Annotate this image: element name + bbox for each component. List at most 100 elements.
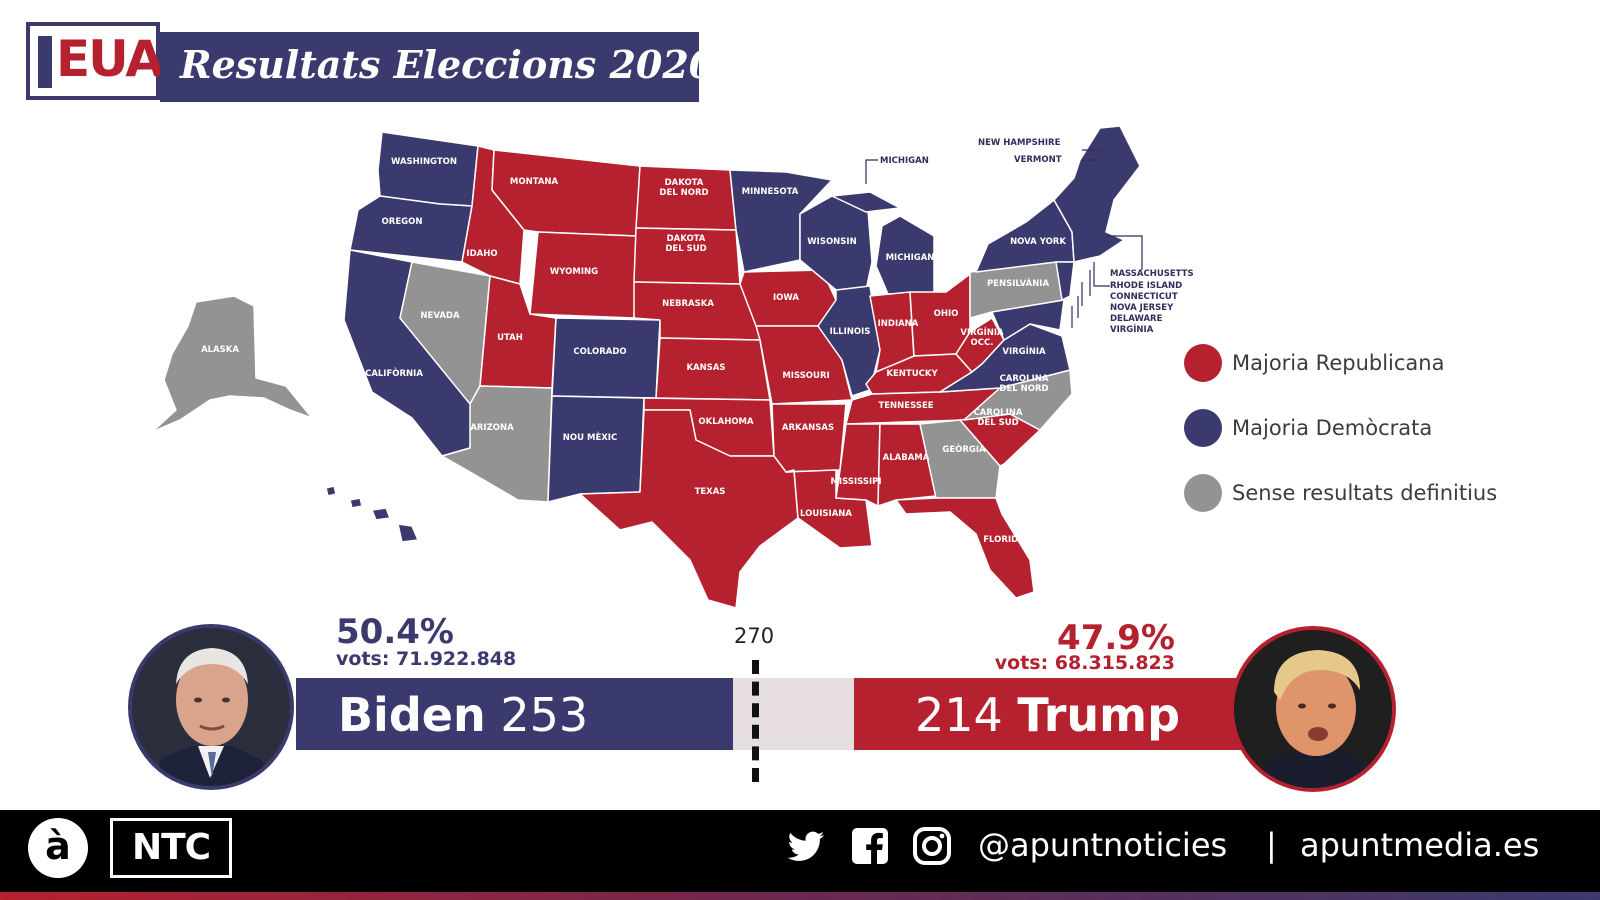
state-maryland (991, 299, 1065, 341)
state-label: CAROLINA DEL SUD (974, 408, 1023, 428)
state-label: IOWA (773, 293, 799, 303)
callout-virginia: VIRGÍNIA (1110, 323, 1154, 335)
state-colorado (551, 317, 661, 399)
state-alabama (877, 423, 937, 507)
state-label: MISSISSIPI (830, 477, 881, 487)
state-label: ILLINOIS (830, 327, 871, 337)
electoral-bar-democrat (296, 678, 733, 750)
electoral-bar-republican (854, 678, 1296, 750)
state-label: ARKANSAS (782, 423, 834, 433)
state-label: NEBRASKA (662, 299, 714, 309)
eua-logo: EUA (26, 22, 164, 100)
state-new-england (1053, 125, 1141, 263)
state-label: CALIFÒRNIA (365, 367, 423, 379)
state-label: MICHIGAN (886, 253, 935, 263)
state-alaska (151, 295, 313, 433)
state-washington (377, 131, 479, 207)
state-label: ALASKA (201, 345, 239, 355)
state-new-jersey (1055, 261, 1075, 301)
state-label: IDAHO (466, 249, 497, 259)
header: EUA Resultats Eleccions 2020 (26, 22, 715, 104)
legend-dot-republican (1184, 344, 1222, 382)
legend-label-democrat: Majoria Demòcrata (1232, 416, 1433, 440)
legend-dot-democrat (1184, 409, 1222, 447)
state-label: GEÒRGIA (942, 443, 986, 455)
state-label: KANSAS (686, 363, 725, 373)
biden-portrait-icon (132, 628, 290, 786)
social-handle[interactable]: @apuntnoticies (978, 826, 1228, 864)
facebook-icon[interactable] (850, 826, 890, 866)
instagram-icon[interactable] (912, 826, 952, 866)
state-label: INDIANA (878, 319, 919, 329)
state-virginia (939, 323, 1071, 393)
state-label: ALABAMA (883, 453, 930, 463)
trump-photo (1230, 626, 1396, 792)
state-new-mexico (547, 395, 645, 503)
legend-label-republican: Majoria Republicana (1232, 351, 1445, 375)
threshold-line (752, 660, 759, 782)
republican-name: Trump (1017, 688, 1180, 742)
title-band: Resultats Eleccions 2020 (160, 32, 715, 102)
democrat-votes: vots: 71.922.848 (336, 648, 517, 670)
state-label: TENNESSEE (878, 401, 933, 411)
callout-vermont: VERMONT (1014, 155, 1062, 165)
threshold-label: 270 (734, 624, 775, 648)
state-label: MONTANA (510, 177, 559, 187)
state-label: PENSILVÀNIA (987, 277, 1050, 289)
state-label: FLORIDA (983, 535, 1025, 545)
state-hawaii (325, 485, 419, 543)
state-label: NEVADA (420, 311, 460, 321)
state-label: ARIZONA (470, 423, 514, 433)
callout-massachusetts: MASSACHUSETTS (1110, 269, 1194, 279)
legend-label-undecided: Sense resultats definitius (1232, 481, 1498, 505)
apunt-logo: à (28, 818, 88, 878)
stars-icon (38, 36, 52, 88)
state-label: NOU MÈXIC (563, 431, 617, 443)
state-label: DAKOTA DEL NORD (659, 178, 708, 198)
callout-rhode-island: RHODE ISLAND (1110, 281, 1182, 291)
republican-label: 214 Trump (915, 688, 1180, 742)
footer-stripe (0, 892, 1600, 900)
state-florida (895, 497, 1035, 599)
biden-photo (128, 624, 294, 790)
apunt-logo-text: à (45, 824, 71, 868)
logo-text: EUA (56, 30, 164, 88)
republican-votes: vots: 68.315.823 (994, 652, 1175, 674)
state-label: MINNESOTA (742, 187, 799, 197)
state-label: OHIO (934, 309, 959, 319)
state-label: OKLAHOMA (698, 417, 754, 427)
state-arkansas (771, 403, 847, 473)
democrat-percent: 50.4% (336, 612, 454, 652)
ntc-badge: NTC (110, 818, 232, 878)
state-label: KENTUCKY (886, 369, 938, 379)
callout-connecticut: CONNECTICUT (1110, 292, 1178, 302)
page-title: Resultats Eleccions 2020 (180, 42, 716, 87)
state-label: HAWAI (338, 515, 370, 525)
trump-portrait-icon (1234, 630, 1392, 788)
callout-michigan: MICHIGAN (880, 156, 929, 166)
state-label: DAKOTA DEL SUD (665, 234, 706, 254)
state-label: VIRGÍNIA OCC. (960, 326, 1004, 348)
democrat-label: Biden 253 (338, 688, 588, 742)
ntc-badge-text: NTC (131, 827, 211, 868)
state-label: WISONSIN (807, 237, 856, 247)
state-label: COLORADO (573, 347, 626, 357)
footer-separator: | (1266, 826, 1277, 864)
democrat-electoral: 253 (500, 688, 589, 742)
state-label: CAROLINA DEL NORD (999, 374, 1048, 394)
callout-nova-jersey: NOVA JERSEY (1110, 303, 1174, 313)
state-louisiana (785, 469, 873, 549)
state-label: LOUISIANA (800, 509, 852, 519)
state-label: MISSOURI (782, 371, 829, 381)
website-link[interactable]: apuntmedia.es (1300, 826, 1540, 864)
democrat-name: Biden (338, 688, 486, 742)
state-north-dakota (635, 165, 737, 231)
state-georgia (919, 419, 1001, 499)
state-label: UTAH (497, 333, 523, 343)
state-label: OREGON (382, 217, 423, 227)
twitter-icon[interactable] (786, 826, 826, 866)
legend-dot-undecided (1184, 474, 1222, 512)
callout-new-hampshire: NEW HAMPSHIRE (978, 138, 1061, 148)
state-label: WYOMING (550, 267, 598, 277)
